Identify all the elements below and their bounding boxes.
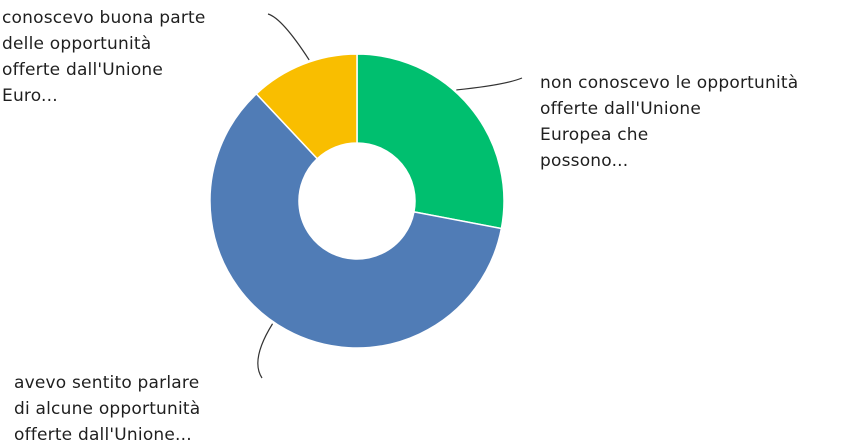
leader-line-non-conoscevo — [456, 77, 523, 91]
slice-label-avevo-sentito: avevo sentito parlare di alcune opportun… — [14, 373, 201, 445]
slice-non-conoscevo — [356, 53, 505, 230]
leader-line-avevo-sentito — [257, 323, 274, 379]
slice-avevo-sentito — [209, 92, 503, 349]
slice-label-conoscevo-buona-parte: conoscevo buona parte delle opportunità … — [2, 8, 206, 106]
slice-conoscevo-buona-parte — [255, 53, 358, 160]
slice-label-non-conoscevo: non conoscevo le opportunità offerte dal… — [540, 73, 799, 171]
leader-line-conoscevo-buona-parte — [267, 13, 310, 61]
